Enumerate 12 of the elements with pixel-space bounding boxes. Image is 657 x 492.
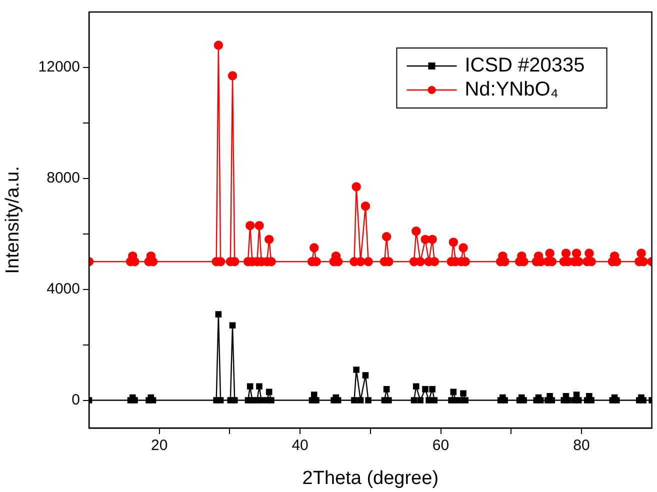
y-tick-label: 8000	[46, 170, 80, 187]
legend-label: ICSD #20335	[464, 54, 585, 77]
y-axis-title: Intensity/a.u.	[2, 166, 24, 274]
x-tick-label: 20	[151, 437, 168, 454]
legend-label: Nd:YNbO₄	[464, 78, 558, 101]
y-tick-label: 12000	[38, 58, 80, 76]
x-axis-title: 2Theta (degree)	[302, 468, 439, 489]
x-tick-label: 40	[292, 437, 308, 454]
x-tick-label: 80	[573, 437, 590, 454]
y-tick-label: 4000	[46, 280, 80, 298]
y-tick-label: 0	[72, 391, 80, 408]
x-tick-label: 60	[432, 437, 450, 454]
